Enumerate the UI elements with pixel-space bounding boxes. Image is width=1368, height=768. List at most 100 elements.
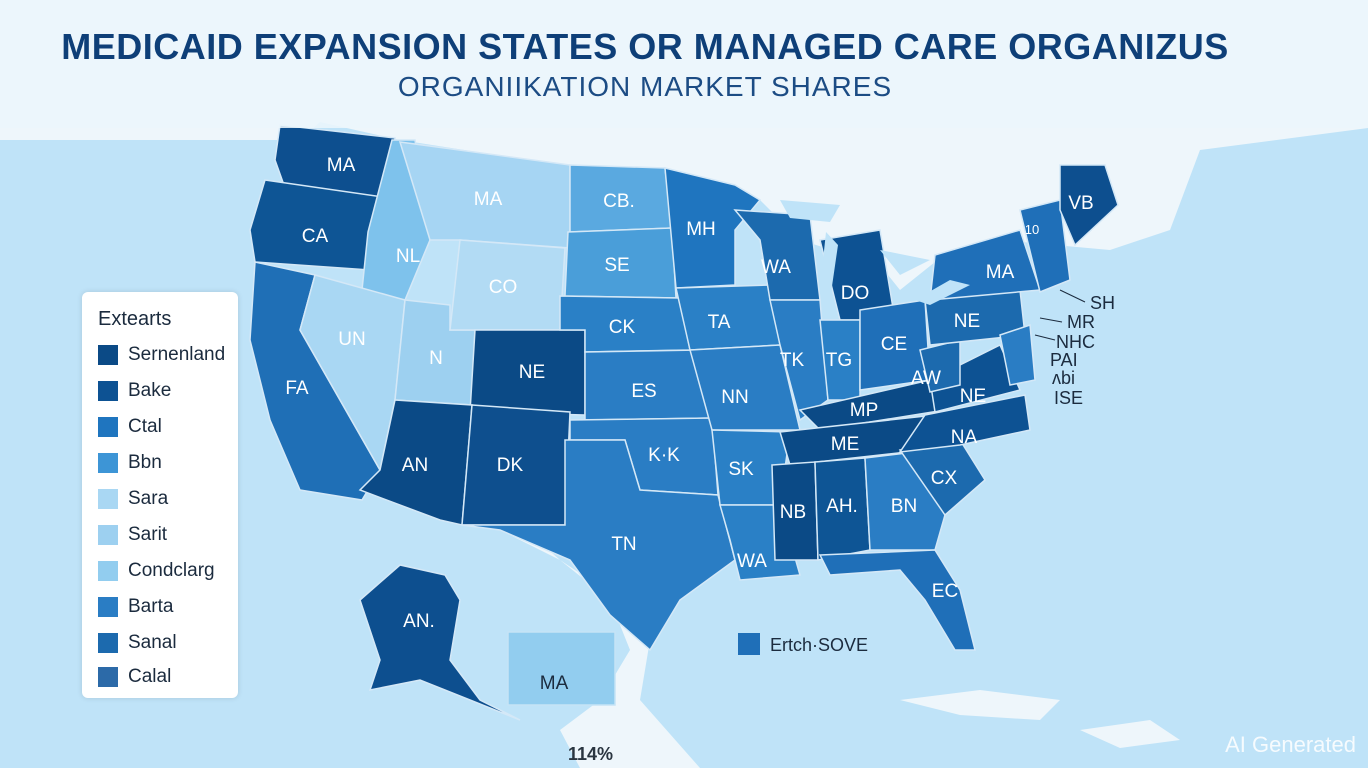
legend-item: Calal: [98, 666, 238, 690]
state-label: WA: [761, 257, 791, 278]
caribbean-land: [900, 690, 1180, 748]
state-label: NN: [721, 387, 748, 408]
legend-label: Condclarg: [128, 560, 215, 581]
watermark: AI Generated: [1225, 732, 1356, 757]
legend-label: Sarit: [128, 524, 168, 545]
legend-item: Bbn: [98, 452, 238, 476]
state-label: CE: [881, 334, 907, 355]
legend-title: Extearts: [98, 308, 172, 330]
state-label: SK: [728, 459, 754, 480]
legend-swatch: [98, 561, 118, 581]
map-subtitle: ORGANIIKATION MARKET SHARES: [397, 71, 893, 102]
state-label: AH.: [826, 496, 858, 517]
state-ak: [359, 564, 521, 721]
state-label: MP: [850, 400, 879, 421]
legend-swatch: [98, 381, 118, 401]
state-nj-de-md: [999, 323, 1036, 386]
legend-label: Bbn: [128, 452, 162, 473]
legend-swatch: [98, 453, 118, 473]
state-label: TA: [708, 312, 731, 333]
northeast-callouts: SH MR NHC PAI ʌbi ISE: [1034, 289, 1115, 408]
callout-label: ISE: [1054, 388, 1083, 408]
legend-item: Bake: [98, 380, 238, 404]
legend-item: Sernenland: [98, 344, 238, 368]
state-label: K·K: [648, 445, 680, 466]
state-label: AW: [911, 368, 941, 389]
callout-label: NHC: [1056, 332, 1095, 352]
state-label: NL: [396, 246, 420, 267]
state-fl: [818, 549, 976, 651]
legend-label: Calal: [128, 666, 172, 687]
state-label: FA: [285, 378, 309, 399]
state-label: CX: [931, 468, 958, 489]
legend-swatch: [98, 345, 118, 365]
legend-label: Ctal: [128, 416, 162, 437]
legend-item: Sanal: [98, 632, 238, 656]
state-tx: [461, 439, 736, 652]
legend-label: Sara: [128, 488, 169, 509]
legend-swatch: [738, 633, 760, 655]
callout-label: PAI: [1050, 350, 1078, 370]
state-label: CK: [609, 317, 636, 338]
state-label: ES: [631, 381, 656, 402]
legend-item: Sarit: [98, 524, 238, 548]
state-label: TN: [611, 534, 636, 555]
title-band: [0, 0, 1368, 128]
callout-label: ʌbi: [1052, 368, 1075, 388]
state-label: 10: [1025, 222, 1039, 237]
state-label: MA: [327, 155, 356, 176]
state-label: AN.: [403, 611, 435, 632]
state-label: NE: [954, 311, 980, 332]
state-va: [929, 343, 1022, 413]
legend: Extearts Sernenland Bake Ctal Bbn Sara S…: [82, 292, 238, 698]
state-label: NB: [780, 502, 806, 523]
state-label: UN: [338, 329, 365, 350]
state-label: EC: [932, 581, 958, 602]
state-me: [1059, 164, 1119, 247]
legend-item: Condclarg: [98, 560, 238, 584]
legend-swatch: [98, 597, 118, 617]
great-lakes: [780, 200, 970, 305]
map-title: MEDICAID EXPANSION STATES OR MANAGED CAR…: [61, 26, 1229, 67]
legend-swatch: [98, 525, 118, 545]
state-label: DK: [497, 455, 524, 476]
legend-label: Barta: [128, 596, 174, 617]
state-label: WA: [737, 551, 767, 572]
state-label: MA: [986, 262, 1015, 283]
state-label: CO: [489, 277, 518, 298]
state-label: CB.: [603, 191, 635, 212]
legend-swatch: [98, 633, 118, 653]
state-new-england: [1019, 199, 1071, 294]
state-label: MA: [474, 189, 503, 210]
legend-item: Ctal: [98, 416, 238, 440]
footnote: 114%: [568, 744, 614, 764]
state-label: N: [429, 348, 443, 369]
callout-label: MR: [1067, 312, 1095, 332]
state-hi-box: [507, 631, 616, 706]
legend-label: Sanal: [128, 632, 177, 653]
legend-label: Sernenland: [128, 344, 226, 365]
state-label: NA: [951, 427, 978, 448]
legend-swatch: [98, 667, 118, 687]
state-label: SE: [604, 255, 629, 276]
state-label: MH: [686, 219, 716, 240]
state-label: AN: [402, 455, 428, 476]
state-label: MA: [540, 673, 569, 694]
state-label: ME: [831, 434, 860, 455]
legend-item: Barta: [98, 596, 238, 620]
state-label: NE: [519, 362, 545, 383]
state-label: TK: [780, 350, 805, 371]
callout-label: SH: [1090, 293, 1115, 313]
state-label-layer: MA CA NL MA CB. SE CO MH UN N NE CK TA E…: [285, 155, 1093, 694]
extra-legend-label: Ertch·SOVE: [770, 635, 869, 655]
legend-swatch: [98, 417, 118, 437]
legend-item: Sara: [98, 488, 238, 512]
state-label: TG: [826, 350, 852, 371]
state-nc: [898, 394, 1031, 453]
state-or: [249, 179, 391, 271]
legend-swatch: [98, 489, 118, 509]
state-label: DO: [841, 283, 870, 304]
state-label: NE: [960, 386, 986, 407]
legend-label: Bake: [128, 380, 172, 401]
state-label: BN: [891, 496, 917, 517]
